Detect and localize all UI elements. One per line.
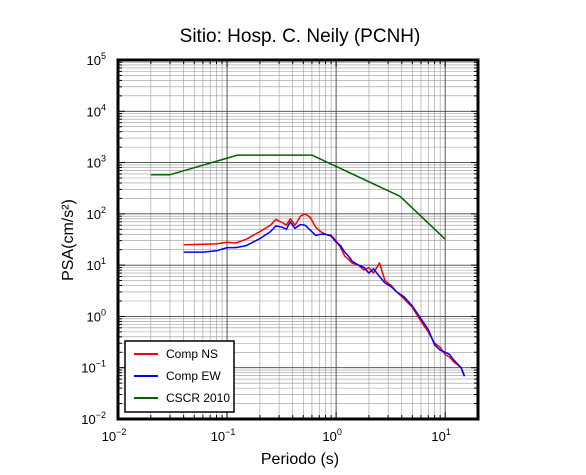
y-tick-label: 102	[87, 205, 106, 222]
plot-lines	[150, 154, 466, 377]
series-line-comp-ew	[183, 221, 466, 377]
x-axis-label: Periodo (s)	[261, 451, 339, 468]
y-tick-label: 10−1	[81, 359, 106, 376]
legend-label-ns: Comp NS	[166, 347, 218, 361]
x-tick-label: 10−1	[211, 427, 236, 444]
x-tick-labels: 10−2 10−1 100 101	[102, 427, 451, 444]
series-line-cscr-2010	[150, 154, 446, 240]
legend: Comp NS Comp EW CSCR 2010	[124, 340, 235, 413]
axis-ticks	[117, 59, 479, 420]
y-tick-labels: 10−2 10−1 100 101 102 103 104 105	[81, 51, 106, 427]
grid-minor	[118, 60, 479, 419]
chart-title: Sitio: Hosp. C. Neily (PCNH)	[180, 26, 421, 47]
y-tick-label: 103	[87, 154, 106, 171]
legend-label-ew: Comp EW	[166, 369, 221, 383]
x-tick-label: 100	[322, 427, 341, 444]
plot-frame	[116, 58, 480, 421]
y-tick-label: 10−2	[81, 410, 106, 427]
y-tick-label: 104	[87, 102, 106, 119]
series-line-comp-ns	[183, 213, 466, 376]
y-tick-label: 100	[87, 307, 106, 324]
y-axis-label: PSA(cm/s²)	[60, 199, 77, 281]
y-tick-label: 105	[87, 51, 106, 68]
y-tick-label: 101	[87, 256, 106, 273]
x-tick-label: 101	[431, 427, 450, 444]
legend-label-cscr: CSCR 2010	[166, 391, 230, 405]
x-tick-label: 10−2	[102, 427, 127, 444]
